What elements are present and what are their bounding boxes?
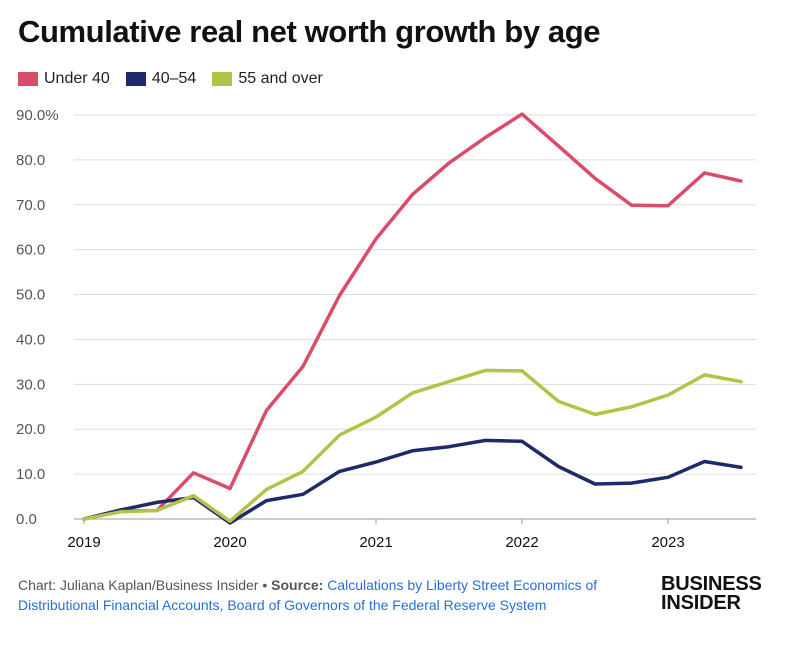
x-tick-label: 2020 [213,534,246,551]
logo-line-1: BUSINESS [661,573,762,595]
y-tick-label: 60.0 [16,242,45,259]
chart-legend: Under 40 40–54 55 and over [18,70,323,88]
credit-name: Juliana Kaplan/Business Insider [60,577,259,593]
y-tick-label: 30.0 [16,376,45,393]
legend-label: Under 40 [44,70,110,87]
line-chart: 0.0 10.0 20.0 30.0 40.0 50.0 60.0 70.0 80.0 90.0%… [16,107,756,551]
legend-item: 55 and over [212,70,323,88]
legend-item: 40–54 [125,70,197,88]
series-line-under-40 [82,112,743,521]
y-tick-label: 10.0 [16,466,45,483]
legend-swatch [18,72,38,86]
source-label: Source: [271,577,324,593]
y-tick-label: 90.0% [16,107,59,124]
y-tick-label: 70.0 [16,197,45,214]
chart-footer: Chart: Juliana Kaplan/Business Insider •… [18,575,648,615]
legend-item: Under 40 [18,70,110,88]
legend-swatch [212,72,233,86]
y-tick-label: 50.0 [16,287,45,304]
x-tick-label: 2022 [505,534,538,551]
x-tick-label: 2021 [359,534,392,551]
y-tick-label: 80.0 [16,152,45,169]
chart-title: Cumulative real net worth growth by age [18,14,601,49]
legend-label: 40–54 [151,70,197,87]
source-link[interactable]: Calculations by Liberty Street Economics… [18,577,598,613]
y-tick-label: 40.0 [16,331,45,348]
x-tick-label: 2019 [67,534,100,551]
legend-swatch [125,72,146,86]
separator: • [262,577,268,593]
business-insider-logo: BUSINESS INSIDER [661,573,762,614]
y-tick-label: 0.0 [16,511,37,528]
y-tick-label: 20.0 [16,421,45,438]
logo-line-2: INSIDER [661,592,741,614]
x-tick-label: 2023 [651,534,684,551]
legend-label: 55 and over [238,70,323,87]
series-line-55-and-over [82,368,743,523]
credit-label: Chart: [18,577,57,593]
